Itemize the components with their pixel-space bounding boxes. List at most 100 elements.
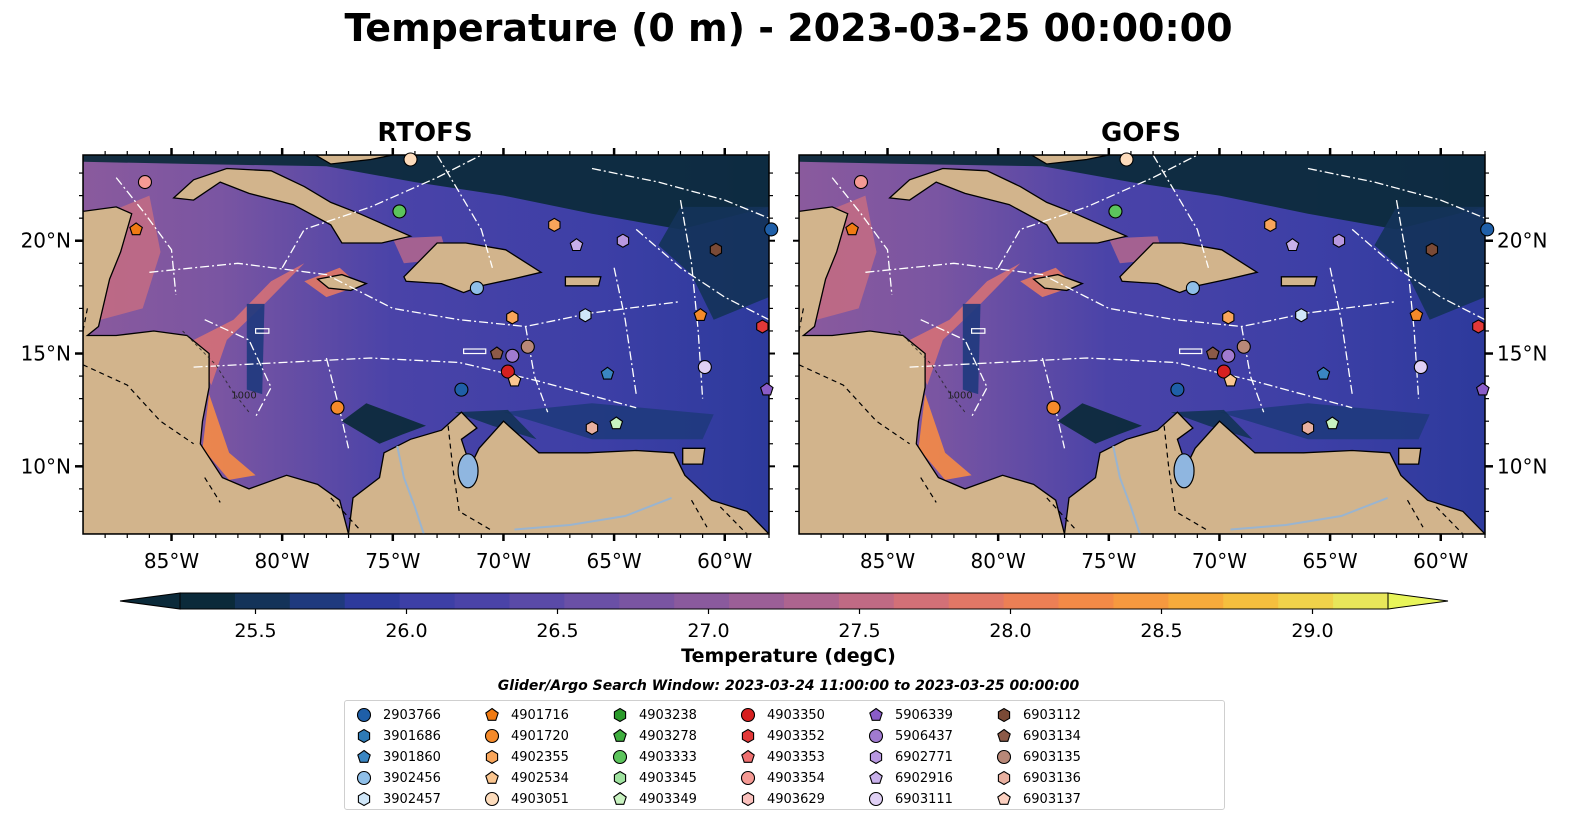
float-marker <box>489 346 504 360</box>
legend-item: 6903136 <box>993 768 1081 788</box>
colorbar-tick-label: 25.5 <box>234 620 276 642</box>
colorbar-tick-label: 28.5 <box>1140 620 1182 642</box>
colorbar-segment <box>344 593 401 609</box>
legend-item: 4903345 <box>609 768 697 788</box>
float-marker <box>709 242 723 257</box>
float-marker <box>1332 233 1346 248</box>
legend-item-label: 4903345 <box>639 770 697 786</box>
float-marker <box>403 152 418 167</box>
lon-tick-label: 85°W <box>860 549 915 573</box>
eez-boundary <box>591 167 769 219</box>
legend-marker <box>357 791 371 807</box>
legend-marker <box>868 791 884 807</box>
eez-boundary <box>909 357 1353 409</box>
legend-item-label: 6903112 <box>1023 707 1081 723</box>
land-puertoRico <box>1280 276 1318 287</box>
map-panel-rtofs: 1000 <box>83 155 769 534</box>
country-border <box>1435 506 1464 534</box>
circle-marker-icon <box>356 770 372 786</box>
legend-marker <box>484 791 500 807</box>
legend-item: 4903051 <box>481 789 569 809</box>
land-centralAmerica <box>83 155 350 534</box>
legend-marker <box>996 749 1012 765</box>
hexagon-marker-icon <box>741 728 755 744</box>
hexagon-marker-icon <box>869 749 883 765</box>
circle-marker-icon <box>740 770 756 786</box>
legend-marker <box>869 770 883 784</box>
legend-item-label: 4903352 <box>767 728 825 744</box>
float-marker <box>1236 339 1251 354</box>
temperature-patch <box>1057 403 1142 444</box>
hexagon-marker-icon <box>613 707 627 723</box>
legend-item: 4903350 <box>737 705 825 725</box>
legend-item-label: 4903354 <box>767 770 825 786</box>
legend-marker <box>485 707 499 721</box>
legend-item-label: 6903111 <box>895 791 953 807</box>
colorbar-segment <box>509 593 565 609</box>
float-marker <box>1223 373 1238 387</box>
eez-boundary <box>204 319 272 418</box>
legend-item: 4901720 <box>481 726 569 746</box>
pentagon-marker-icon <box>741 749 755 763</box>
colorbar-segment <box>1223 593 1279 609</box>
colorbar-tick-label: 26.5 <box>536 620 578 642</box>
eez-boundary <box>635 228 769 321</box>
legend-marker <box>997 707 1011 723</box>
colorbar-tick-label: 27.5 <box>838 620 880 642</box>
temperature-patch <box>202 394 256 480</box>
bathymetry-contour <box>898 330 966 413</box>
lon-tick-label: 80°W <box>971 549 1026 573</box>
eez-boundary <box>1240 326 1265 413</box>
circle-marker-icon <box>612 749 628 765</box>
legend-item-label: 4901720 <box>511 728 569 744</box>
land-hispaniola <box>403 242 543 294</box>
legend-item: 4903349 <box>609 789 697 809</box>
float-marker <box>853 175 869 190</box>
circle-marker-icon <box>740 707 756 723</box>
float-marker <box>520 339 535 354</box>
colorbar-segment <box>289 593 346 609</box>
float-marker <box>507 373 522 387</box>
colorbar-tick-label: 29.0 <box>1291 620 1333 642</box>
colorbar-segment <box>454 593 510 609</box>
legend-item-label: 4903349 <box>639 791 697 807</box>
hexagon-marker-icon <box>613 770 627 786</box>
lon-tick-label: 80°W <box>255 549 310 573</box>
eez-boundary <box>1329 267 1353 395</box>
float-marker <box>764 222 779 237</box>
pentagon-marker-icon <box>869 707 883 721</box>
legend-item-label: 5906437 <box>895 728 953 744</box>
float-marker <box>392 204 407 219</box>
float-marker <box>1475 382 1490 396</box>
land-southAmerica <box>347 411 769 534</box>
float-marker <box>506 310 519 325</box>
lat-tick-label: 15°N <box>21 342 71 366</box>
float-marker <box>579 308 592 323</box>
lat-tick-label: 20°N <box>1497 229 1547 253</box>
float-marker <box>500 364 515 379</box>
temperature-patch <box>905 263 1021 386</box>
float-marker <box>1480 222 1495 237</box>
country-border <box>1046 497 1077 530</box>
eez-boundary <box>524 326 549 413</box>
lon-tick-label: 65°W <box>586 549 641 573</box>
country-border <box>447 425 491 531</box>
eez-boundary <box>1351 228 1485 321</box>
float-marker <box>759 382 774 396</box>
float-marker <box>469 281 484 296</box>
eez-boundary <box>281 155 482 269</box>
colorbar-segment <box>399 593 456 609</box>
lon-tick-label: 70°W <box>476 549 531 573</box>
float-marker <box>1205 346 1220 360</box>
bathymetry-contour <box>182 330 250 413</box>
legend-item: 4903278 <box>609 726 697 746</box>
land-southAmerica <box>1063 411 1485 534</box>
protected-area <box>1179 348 1203 355</box>
float-marker <box>330 400 345 415</box>
country-border <box>204 477 221 503</box>
legend-marker <box>485 770 499 784</box>
legend-item: 5906339 <box>865 705 953 725</box>
float-markers-rtofs <box>129 152 779 436</box>
legend-item: 4902355 <box>481 747 569 767</box>
colorbar-segment <box>180 593 236 609</box>
